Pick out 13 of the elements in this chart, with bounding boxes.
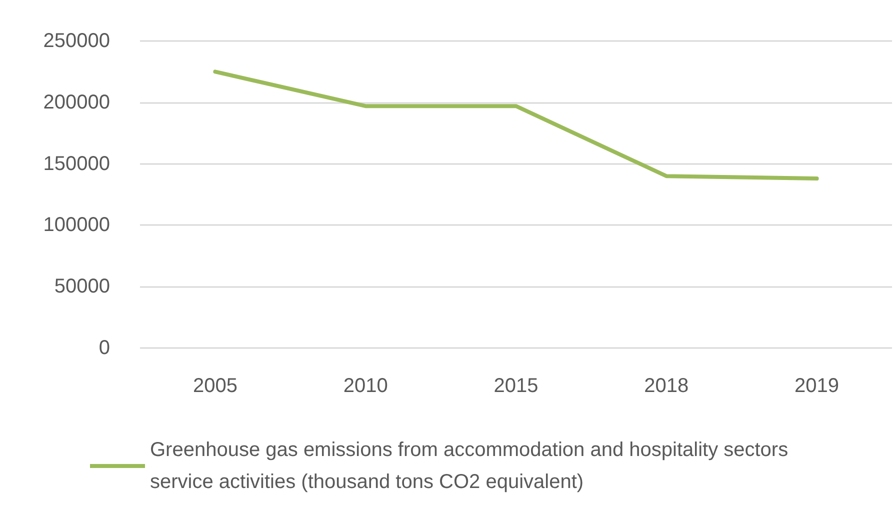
y-tick-label: 200000 [43, 91, 110, 114]
x-tick-label: 2018 [644, 375, 689, 397]
x-tick-label: 2010 [343, 375, 388, 397]
y-tick-label: 50000 [54, 276, 110, 298]
x-tick-label: 2015 [494, 375, 538, 397]
legend-label: Greenhouse gas emissions from accommodation and hospitality sectors service activities (thousand tons CO2 equivalent) [150, 439, 794, 493]
y-tick-label: 0 [98, 337, 110, 359]
x-tick-label: 2005 [192, 375, 238, 397]
y-tick-label: 150000 [43, 152, 110, 175]
line-series [213, 70, 819, 181]
y-tick-label: 250000 [43, 30, 110, 52]
y-tick-label: 100000 [43, 214, 110, 236]
x-tick-label: 2019 [794, 375, 840, 397]
